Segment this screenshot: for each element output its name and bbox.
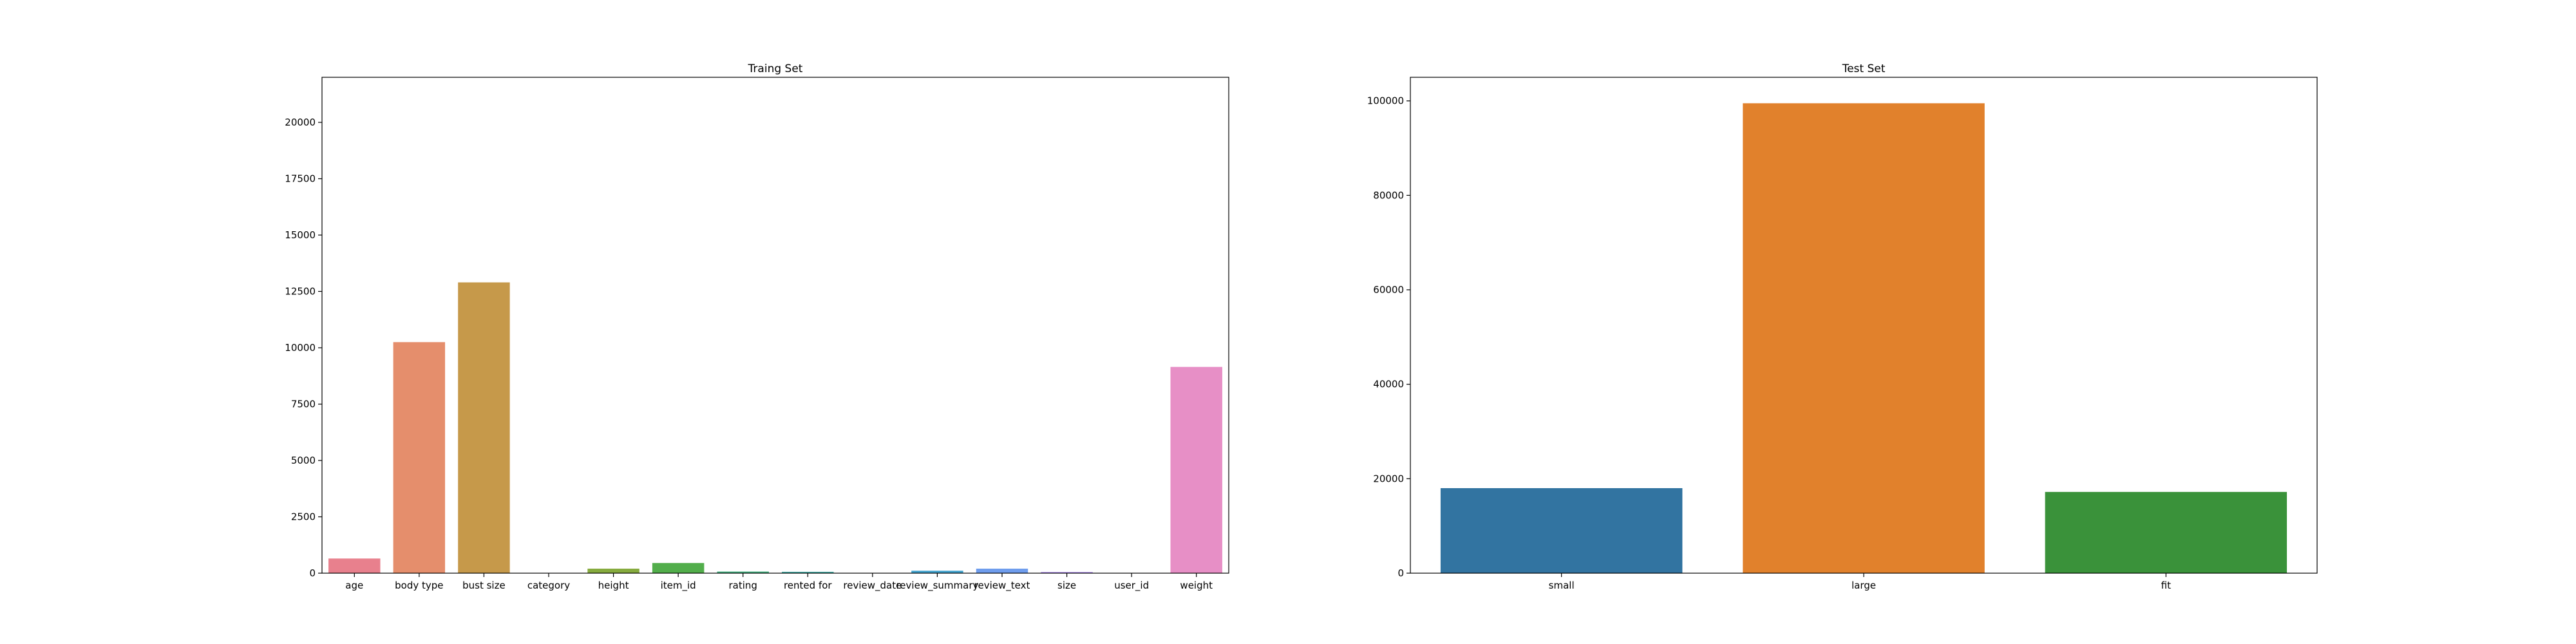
y-tick-label: 0 bbox=[309, 567, 316, 579]
training-set-chart: Traing Set 0 2500 5000 7500 10000 12500 15000 1… bbox=[285, 62, 1229, 592]
x-tick-label: age bbox=[345, 580, 363, 591]
x-tick-label: fit bbox=[2161, 580, 2171, 591]
y-axis: 0 20000 40000 60000 80000 100000 bbox=[1367, 95, 1410, 579]
y-tick-label: 15000 bbox=[285, 229, 316, 241]
bar-height bbox=[587, 569, 639, 573]
x-tick-label: review_date bbox=[843, 580, 902, 592]
bar-bust-size bbox=[458, 282, 510, 573]
x-axis: small large fit bbox=[1549, 573, 2171, 591]
x-tick-label: body type bbox=[395, 580, 443, 591]
bar-review-summary bbox=[911, 571, 963, 573]
bar-rented-for bbox=[782, 571, 834, 573]
test-set-chart: Test Set 0 20000 40000 60000 80000 100000 sma… bbox=[1367, 62, 2318, 591]
x-tick-label: user_id bbox=[1114, 580, 1149, 592]
y-tick-label: 7500 bbox=[291, 399, 316, 410]
x-tick-label: item_id bbox=[661, 580, 696, 592]
bar-weight bbox=[1170, 366, 1222, 573]
bar-fit bbox=[2045, 491, 2287, 573]
bar-body-type bbox=[393, 342, 446, 573]
y-tick-label: 5000 bbox=[291, 455, 316, 466]
bar-rating bbox=[717, 571, 769, 573]
bar-group bbox=[1440, 103, 2287, 573]
y-axis: 0 2500 5000 7500 10000 12500 15000 17500 20000 bbox=[285, 117, 322, 579]
x-tick-label: large bbox=[1852, 580, 1876, 591]
bar-large bbox=[1743, 103, 1985, 573]
bar-item-id bbox=[652, 563, 705, 573]
y-tick-label: 12500 bbox=[285, 286, 316, 298]
y-tick-label: 20000 bbox=[285, 117, 316, 128]
x-tick-label: size bbox=[1057, 580, 1076, 591]
y-tick-label: 10000 bbox=[285, 342, 316, 354]
x-tick-label: weight bbox=[1180, 580, 1213, 591]
y-tick-label: 60000 bbox=[1373, 284, 1404, 296]
y-tick-label: 40000 bbox=[1373, 379, 1404, 390]
x-tick-label: rating bbox=[728, 580, 757, 591]
bar-small bbox=[1440, 488, 1683, 573]
x-tick-label: rented for bbox=[784, 580, 832, 591]
bar-age bbox=[328, 558, 381, 573]
x-axis: age body type bust size category height item_… bbox=[345, 573, 1213, 592]
y-tick-label: 80000 bbox=[1373, 189, 1404, 201]
y-tick-label: 2500 bbox=[291, 511, 316, 523]
x-tick-label: bust size bbox=[462, 580, 506, 591]
x-tick-label: review_summary bbox=[896, 580, 978, 592]
plot-frame bbox=[321, 77, 1229, 574]
bar-size bbox=[1041, 572, 1093, 573]
x-tick-label: review_text bbox=[974, 580, 1030, 592]
y-tick-label: 20000 bbox=[1373, 473, 1404, 484]
bar-group bbox=[328, 282, 1222, 573]
x-tick-label: category bbox=[527, 580, 570, 591]
chart-title: Traing Set bbox=[748, 62, 803, 75]
chart-title: Test Set bbox=[1842, 62, 1886, 75]
y-tick-label: 0 bbox=[1397, 567, 1404, 579]
x-tick-label: small bbox=[1549, 580, 1575, 591]
y-tick-label: 100000 bbox=[1367, 95, 1404, 107]
x-tick-label: height bbox=[598, 580, 629, 591]
bar-review-text bbox=[976, 569, 1028, 573]
y-tick-label: 17500 bbox=[285, 173, 316, 185]
